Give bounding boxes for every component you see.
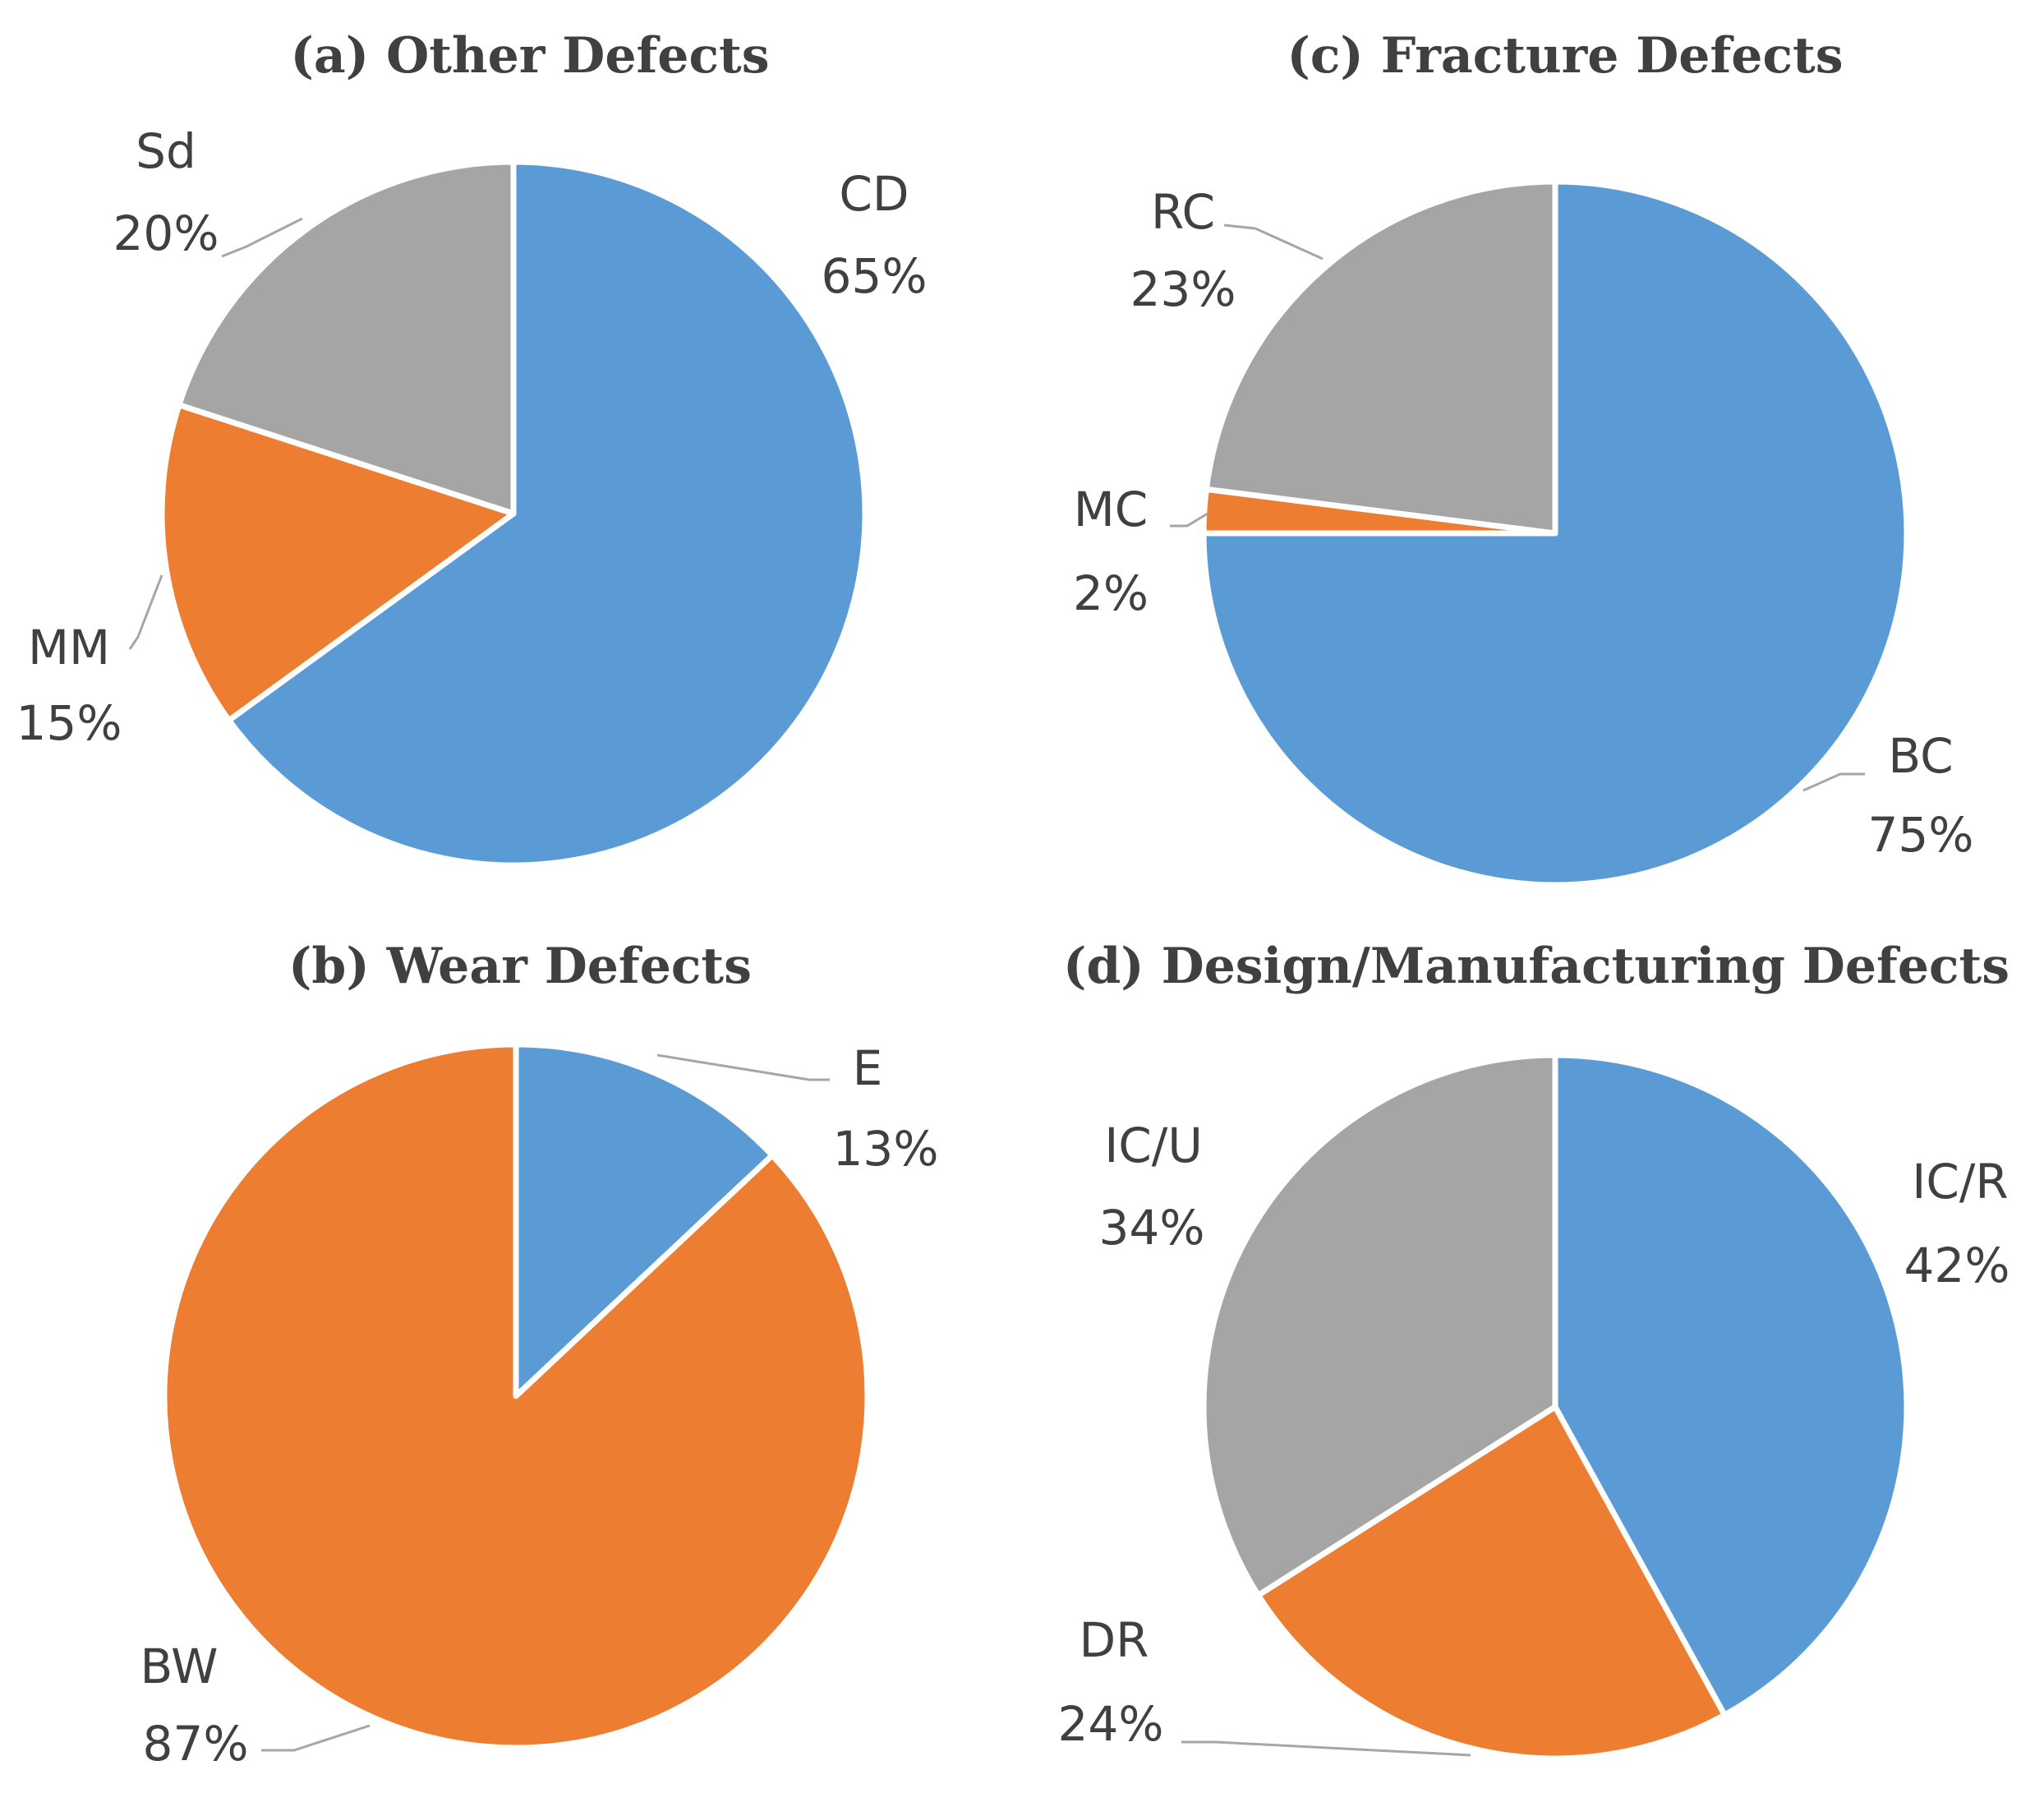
leader-line-mm (128, 574, 163, 650)
pie-slice-rc (1203, 178, 1558, 537)
pie-slice-ic-r (1552, 1052, 1910, 1718)
pie-slice-ic-u (1200, 1052, 1558, 1598)
slice-percent-mm: 15% (16, 695, 122, 751)
pie-slices-fracture-defects (1200, 178, 1910, 888)
pie-slices-wear-defects (161, 1041, 871, 1751)
leader-line-sd (221, 217, 303, 258)
slice-label-mc: MC (1074, 482, 1149, 537)
slice-percent-ic-r: 42% (1904, 1238, 2010, 1293)
leader-line-e (656, 1053, 830, 1081)
slice-percent-bw: 87% (143, 1716, 249, 1772)
pie-slice-sd (176, 159, 517, 517)
leader-line-rc (1223, 224, 1324, 260)
pie-chart-other-defects: (a) Other Defects CD 65% MM 15% Sd 20% (16, 27, 928, 869)
chart-title-design-manufacturing-defects: (d) Design/Manufacturing Defects (1063, 938, 2009, 995)
pie-chart-wear-defects: (b) Wear Defects E 13% BW 87% (140, 938, 938, 1772)
slice-percent-sd: 20% (113, 205, 219, 261)
pie-chart-design-manufacturing-defects: (d) Design/Manufacturing Defects IC/R 42… (1058, 938, 2010, 1762)
slice-label-rc: RC (1151, 184, 1215, 240)
slice-percent-cd: 65% (822, 248, 928, 304)
leader-line-bc (1802, 772, 1865, 792)
leader-line-mc (1170, 512, 1208, 528)
slice-label-mm: MM (28, 620, 110, 675)
pie-chart-fracture-defects: (c) Fracture Defects BC 75% MC 2% RC 23% (1073, 27, 1974, 888)
slice-label-dr: DR (1080, 1612, 1149, 1668)
slice-label-bc: BC (1888, 728, 1953, 784)
slice-percent-dr: 24% (1058, 1696, 1164, 1752)
slice-label-e: E (853, 1040, 883, 1096)
slice-percent-mc: 2% (1073, 565, 1149, 621)
slice-label-cd: CD (839, 166, 909, 222)
chart-title-other-defects: (a) Other Defects (290, 27, 769, 85)
slice-percent-e: 13% (833, 1121, 939, 1177)
slice-percent-bc: 75% (1868, 807, 1974, 863)
slice-label-bw: BW (140, 1639, 218, 1694)
pie-slices-design-manufacturing-defects (1200, 1052, 1910, 1762)
pie-slices-other-defects (159, 159, 868, 869)
leader-line-bw (261, 1724, 371, 1752)
pie-slice-cd (226, 159, 868, 869)
slice-percent-rc: 23% (1130, 261, 1236, 317)
leader-line-dr (1181, 1740, 1471, 1757)
slice-label-ic-r: IC/R (1912, 1154, 2008, 1210)
chart-title-fracture-defects: (c) Fracture Defects (1287, 27, 1844, 85)
pie-slice-e (513, 1041, 776, 1399)
chart-title-wear-defects: (b) Wear Defects (288, 938, 752, 995)
pie-slice-mm (159, 402, 517, 724)
pie-slice-dr (1255, 1404, 1728, 1762)
slice-label-ic-u: IC/U (1104, 1118, 1203, 1173)
slice-percent-ic-u: 34% (1099, 1200, 1205, 1256)
pie-slice-bw (161, 1041, 871, 1751)
slice-label-sd: Sd (136, 123, 196, 179)
